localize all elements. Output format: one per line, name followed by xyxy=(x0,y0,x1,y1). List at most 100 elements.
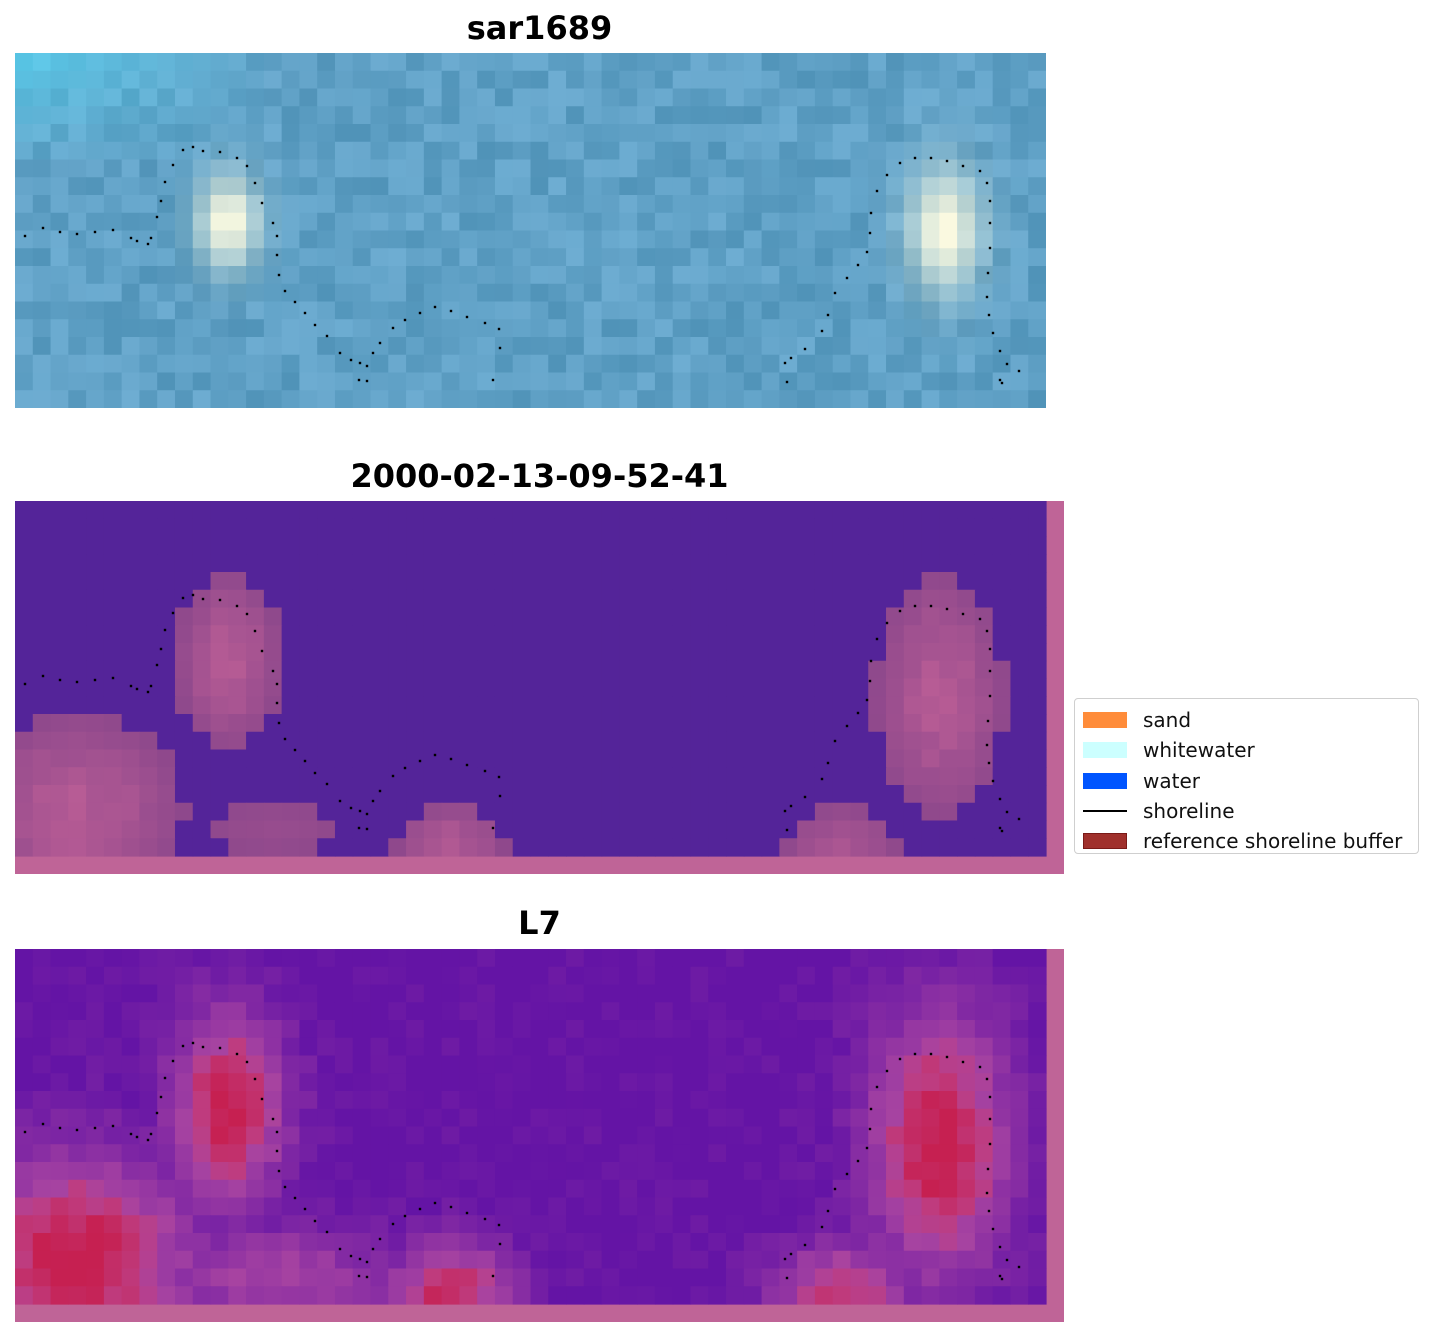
shoreline-point xyxy=(449,1205,453,1209)
shoreline-point xyxy=(235,1052,239,1056)
shoreline-point xyxy=(283,1185,287,1189)
shoreline-point xyxy=(93,678,97,682)
shoreline-point xyxy=(820,329,824,333)
shoreline-point xyxy=(365,364,369,368)
shoreline-point xyxy=(998,1245,1002,1249)
shoreline-point xyxy=(181,596,185,600)
shoreline-point xyxy=(275,1149,279,1153)
shoreline-point xyxy=(865,250,869,254)
shoreline-point xyxy=(41,674,45,678)
shoreline-point xyxy=(885,1069,889,1073)
shoreline-point xyxy=(129,236,133,240)
shoreline-point xyxy=(365,827,369,831)
shoreline-point xyxy=(155,663,159,667)
shoreline-point xyxy=(985,1077,989,1081)
shoreline-point xyxy=(58,230,62,234)
shoreline-point xyxy=(961,1060,965,1064)
shoreline-point xyxy=(845,724,849,728)
shoreline-point xyxy=(1000,829,1004,833)
shoreline-point xyxy=(275,701,279,705)
shoreline-point xyxy=(365,1275,369,1279)
shoreline-point xyxy=(961,612,965,616)
shoreline-point xyxy=(358,1257,362,1261)
shoreline-point xyxy=(135,1135,139,1139)
shoreline-point xyxy=(111,228,115,232)
shoreline-point xyxy=(293,748,297,752)
shoreline-point xyxy=(146,242,150,246)
shoreline-point xyxy=(245,164,249,168)
shoreline-point xyxy=(155,215,159,219)
shoreline-point xyxy=(913,156,917,160)
shoreline-point xyxy=(418,759,422,763)
shoreline-point xyxy=(465,315,469,319)
shoreline-point xyxy=(338,351,342,355)
shoreline-point xyxy=(449,757,453,761)
l7-image xyxy=(15,949,1064,1322)
shoreline-point xyxy=(826,313,830,317)
shoreline-point xyxy=(191,593,195,597)
shoreline-point xyxy=(978,1065,982,1069)
shoreline-point xyxy=(218,598,222,602)
shoreline-point xyxy=(181,148,185,152)
shoreline-point xyxy=(875,189,879,193)
shoreline-point xyxy=(23,234,27,238)
shoreline-point xyxy=(913,1052,917,1056)
shoreline-point xyxy=(260,1097,264,1101)
shoreline-point xyxy=(303,759,307,763)
shoreline-point xyxy=(433,1201,437,1205)
shoreline-point xyxy=(929,604,933,608)
shoreline-point xyxy=(58,1126,62,1130)
shoreline-point xyxy=(929,156,933,160)
shoreline-point xyxy=(403,1214,407,1218)
shoreline-point xyxy=(898,161,902,165)
shoreline-point xyxy=(159,199,163,203)
shoreline-point xyxy=(929,1052,933,1056)
panel-title-l7: L7 xyxy=(518,904,561,942)
shoreline-point xyxy=(271,669,275,673)
shoreline-point xyxy=(163,180,167,184)
shoreline-point xyxy=(497,1223,501,1227)
shoreline-point xyxy=(945,159,949,163)
panel-title-sar: sar1689 xyxy=(466,9,613,47)
shoreline-point xyxy=(991,1227,995,1231)
shoreline-point xyxy=(171,1059,175,1063)
shoreline-point xyxy=(129,1132,133,1136)
shoreline-point xyxy=(271,1117,275,1121)
shoreline-point xyxy=(433,753,437,757)
shoreline-point xyxy=(146,690,150,694)
shoreline-point xyxy=(163,628,167,632)
shoreline-point xyxy=(129,684,133,688)
shoreline-point xyxy=(991,779,995,783)
shoreline-point xyxy=(785,1276,789,1280)
shoreline-point xyxy=(497,775,501,779)
classified-image xyxy=(15,501,1064,874)
shoreline-point xyxy=(961,164,965,168)
shoreline-point xyxy=(856,711,860,715)
shoreline-point xyxy=(988,199,992,203)
shoreline-point xyxy=(275,682,279,686)
shoreline-point xyxy=(988,1095,992,1099)
shoreline-point xyxy=(978,169,982,173)
shoreline-point xyxy=(865,1146,869,1150)
shoreline-point xyxy=(987,1209,991,1213)
shoreline-point xyxy=(1017,1265,1021,1269)
shoreline-point xyxy=(378,1237,382,1241)
shoreline-point xyxy=(789,1252,793,1256)
shoreline-point xyxy=(171,163,175,167)
shoreline-point xyxy=(171,611,175,615)
shoreline-point xyxy=(833,739,837,743)
shoreline-point xyxy=(803,795,807,799)
legend-label: reference shoreline buffer xyxy=(1143,829,1403,854)
shoreline-point xyxy=(275,234,279,238)
shoreline-point xyxy=(868,231,872,235)
shoreline-point xyxy=(985,743,989,747)
shoreline-point xyxy=(403,318,407,322)
shoreline-point xyxy=(23,682,27,686)
shoreline-point xyxy=(491,1274,495,1278)
shoreline-point xyxy=(391,774,395,778)
shoreline-point xyxy=(253,181,257,185)
shoreline-point xyxy=(371,351,375,355)
shoreline-point xyxy=(988,669,992,673)
shoreline-point xyxy=(75,232,79,236)
shoreline-point xyxy=(75,680,79,684)
